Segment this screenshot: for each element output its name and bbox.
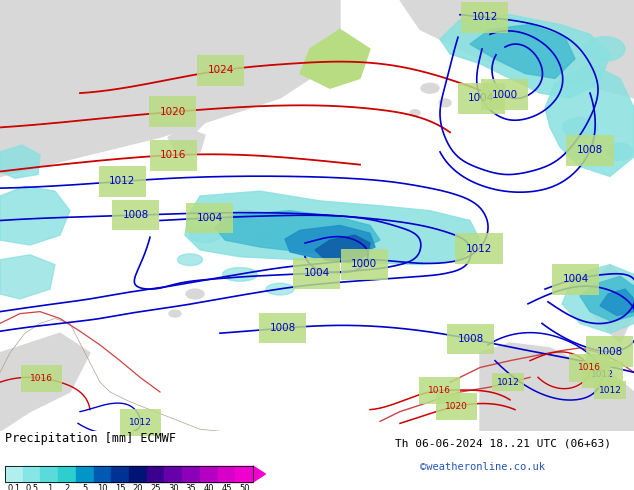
Ellipse shape (169, 310, 181, 317)
Ellipse shape (439, 99, 451, 107)
Polygon shape (580, 276, 634, 321)
Text: 1016: 1016 (30, 373, 53, 383)
Text: 1: 1 (47, 484, 52, 490)
Ellipse shape (410, 110, 420, 116)
Text: Precipitation [mm] ECMWF: Precipitation [mm] ECMWF (5, 432, 176, 445)
Polygon shape (285, 225, 375, 258)
Text: 1024: 1024 (207, 66, 234, 75)
Text: 1004: 1004 (197, 213, 223, 223)
Text: 0.1: 0.1 (8, 484, 20, 490)
Ellipse shape (562, 118, 597, 137)
Bar (58, 466, 76, 482)
Polygon shape (562, 265, 634, 333)
Polygon shape (0, 333, 90, 431)
Text: 0.5: 0.5 (25, 484, 38, 490)
Polygon shape (185, 191, 480, 265)
Text: 1000: 1000 (491, 90, 518, 100)
Text: 1016: 1016 (428, 386, 451, 395)
Text: 40: 40 (204, 484, 214, 490)
Text: 1012: 1012 (496, 378, 519, 387)
Text: 15: 15 (115, 484, 126, 490)
Polygon shape (0, 255, 55, 299)
Text: 10: 10 (97, 484, 108, 490)
Bar (23, 466, 41, 482)
Polygon shape (600, 289, 634, 316)
Ellipse shape (257, 231, 273, 239)
Text: 1012: 1012 (591, 370, 614, 379)
Text: 1012: 1012 (598, 386, 621, 394)
Bar (129, 466, 146, 482)
Text: 50: 50 (239, 484, 249, 490)
Bar (76, 466, 94, 482)
Bar (146, 466, 164, 482)
Polygon shape (315, 235, 370, 263)
Polygon shape (215, 211, 380, 253)
Polygon shape (0, 0, 340, 176)
Text: 1008: 1008 (269, 323, 296, 333)
Bar (94, 466, 112, 482)
Bar (200, 466, 217, 482)
Text: 1008: 1008 (458, 334, 484, 344)
Text: 1012: 1012 (109, 176, 136, 186)
Polygon shape (253, 466, 266, 482)
Text: 2: 2 (65, 484, 70, 490)
Text: 35: 35 (186, 484, 197, 490)
Polygon shape (400, 0, 634, 98)
Bar (5, 466, 23, 482)
Polygon shape (300, 29, 370, 88)
Bar (112, 466, 129, 482)
Polygon shape (470, 24, 575, 78)
Bar (41, 466, 58, 482)
Bar (235, 466, 253, 482)
Text: 1000: 1000 (351, 259, 377, 270)
Polygon shape (168, 127, 205, 155)
Text: 1016: 1016 (160, 150, 186, 160)
Text: 1004: 1004 (304, 268, 330, 278)
Text: 1004: 1004 (468, 93, 495, 103)
Ellipse shape (266, 283, 294, 295)
Text: 1012: 1012 (471, 12, 498, 22)
Text: 1004: 1004 (562, 274, 589, 284)
Bar (5, 466, 253, 482)
Polygon shape (440, 15, 610, 98)
Text: Th 06-06-2024 18..21 UTC (06+63): Th 06-06-2024 18..21 UTC (06+63) (395, 438, 611, 448)
Text: 25: 25 (150, 484, 161, 490)
Ellipse shape (186, 289, 204, 299)
Ellipse shape (223, 268, 257, 281)
Text: 1016: 1016 (578, 364, 601, 372)
Text: 1012: 1012 (466, 244, 492, 254)
Polygon shape (480, 343, 634, 431)
Text: 1020: 1020 (160, 107, 186, 117)
Polygon shape (585, 265, 634, 343)
Ellipse shape (190, 228, 220, 243)
Polygon shape (0, 145, 40, 178)
Polygon shape (155, 93, 210, 132)
Bar (217, 466, 235, 482)
Bar (182, 466, 200, 482)
Text: 1008: 1008 (122, 210, 149, 220)
Ellipse shape (234, 210, 256, 221)
Ellipse shape (585, 37, 625, 61)
Text: 45: 45 (221, 484, 231, 490)
Text: 1008: 1008 (597, 347, 623, 357)
Text: 5: 5 (82, 484, 87, 490)
Text: 30: 30 (168, 484, 179, 490)
Polygon shape (0, 186, 70, 245)
Text: 1012: 1012 (129, 418, 152, 427)
Text: 20: 20 (133, 484, 143, 490)
Ellipse shape (607, 143, 633, 161)
Ellipse shape (178, 254, 202, 266)
Text: 1020: 1020 (445, 402, 469, 411)
Text: ©weatheronline.co.uk: ©weatheronline.co.uk (420, 462, 545, 472)
Text: 1008: 1008 (577, 146, 603, 155)
Bar (164, 466, 182, 482)
Ellipse shape (421, 83, 439, 93)
Polygon shape (545, 64, 634, 176)
